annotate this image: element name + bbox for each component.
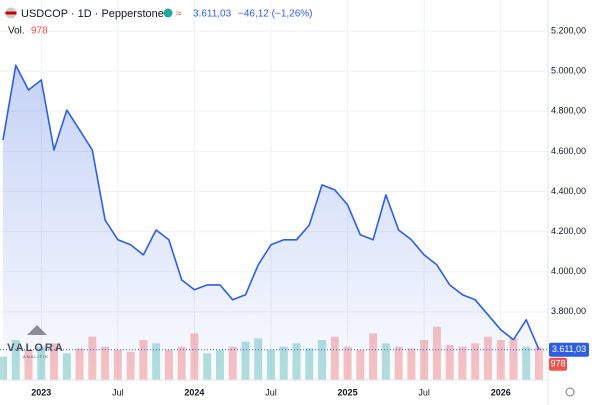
axis-layer: 3.800,00 4.000,00 4.200,00 4.400,00 4.600,00… [31,25,589,397]
last-volume-badge [549,357,567,371]
price-line [2,64,540,351]
y-tick-label: 5.000,00 [551,66,586,76]
y-tick-label: 4.200,00 [551,226,586,236]
x-tick-label: 2025 [338,387,358,397]
x-tick-label: Jul [265,387,277,397]
last-price-label: 3.611,03 [552,344,586,354]
y-tick-label: 4.000,00 [551,266,586,276]
status-icon: ≈ [176,9,182,20]
watermark-logo [27,325,47,335]
status-dot [163,8,173,18]
header-price: 3.611,03 [193,9,232,20]
header-title[interactable]: USDCOP · 1D · Pepperstone [21,8,164,20]
watermark: VALORA [7,342,65,354]
header-change: −46,12 (−1,26%) [238,9,313,20]
y-tick-label: 5.200,00 [551,25,586,35]
x-tick-label: 2024 [184,387,204,397]
area [3,65,539,380]
y-tick-label: 4.800,00 [551,106,586,116]
volume-value: 978 [31,26,48,37]
x-tick-label: 2026 [491,387,511,397]
x-tick-label: 2023 [31,387,51,397]
x-tick-label: Jul [112,387,124,397]
x-tick-label: Jul [418,387,430,397]
y-tick-label: 4.600,00 [551,146,586,156]
settings-icon[interactable] [565,387,575,397]
volume-title: Vol. [8,26,25,37]
y-tick-label: 4.400,00 [551,186,586,196]
last-volume-label: 978 [550,359,565,369]
line-layer [0,64,548,380]
last-price-badge [549,342,589,357]
y-tick-label: 3.800,00 [551,306,586,316]
watermark-sub: ANALITIK [23,354,49,359]
